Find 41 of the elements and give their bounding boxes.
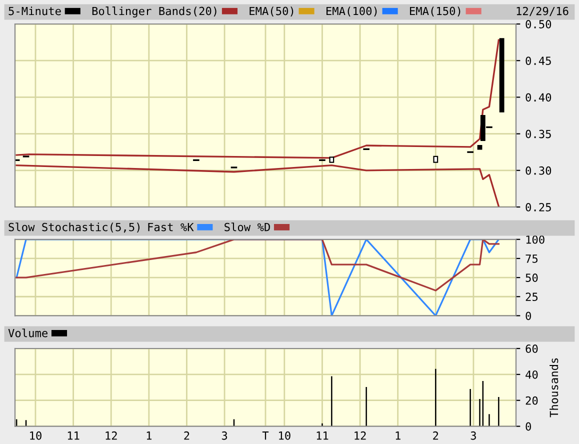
legend-label: Fast %K [148, 222, 194, 232]
y-tick-label: 0.25 [526, 203, 551, 212]
y-tick-label: 0.30 [526, 166, 552, 175]
legend-label: Volume [8, 328, 48, 338]
y-tick-label: 75 [526, 254, 538, 263]
x-tick-label: 12 [106, 431, 117, 440]
chart-title: Slow Stochastic(5,5) [8, 222, 140, 233]
x-tick-label: 2 [184, 431, 190, 440]
y-tick-label: 0.40 [526, 93, 552, 102]
y-tick-label: 0.50 [526, 20, 552, 28]
x-tick-label: 11 [68, 432, 80, 440]
y-tick-label: 40 [526, 370, 538, 379]
x-tick-label: 2 [433, 431, 438, 440]
legend-label: EMA(50) [250, 6, 294, 17]
y-tick-label: 100 [526, 235, 544, 244]
y-tick-label: 0.45 [526, 56, 551, 66]
y-tick-label: 0 [526, 422, 531, 431]
x-tick-label: 1 [146, 432, 152, 440]
legend-label: Slow %D [224, 222, 270, 232]
x-tick-label: 12 [354, 431, 366, 440]
x-tick-label: T [262, 432, 269, 440]
x-tick-label: 3 [222, 431, 228, 440]
x-tick-label: 10 [279, 431, 290, 440]
line-series [16, 164, 500, 207]
line-series [16, 39, 500, 159]
x-tick-label: 10 [30, 431, 42, 440]
legend-label: EMA(150) [410, 6, 460, 17]
y-tick-label: 60 [526, 344, 538, 353]
legend-label: Bollinger Bands(20) [92, 6, 216, 18]
text: 12/29/16 [516, 6, 568, 16]
y-tick-label: 50 [526, 274, 538, 282]
legend-label: 5-Minute [8, 6, 61, 16]
y-tick-label: 20 [526, 396, 538, 405]
x-tick-label: 3 [470, 431, 476, 440]
y-axis-title: Thousands [550, 358, 558, 418]
x-tick-label: 11 [316, 432, 328, 440]
y-tick-label: 0.35 [526, 130, 551, 138]
legend-label: EMA(100) [326, 6, 377, 17]
y-tick-label: 25 [526, 292, 538, 302]
x-tick-label: 1 [396, 432, 400, 440]
y-tick-label: 0 [526, 312, 531, 320]
